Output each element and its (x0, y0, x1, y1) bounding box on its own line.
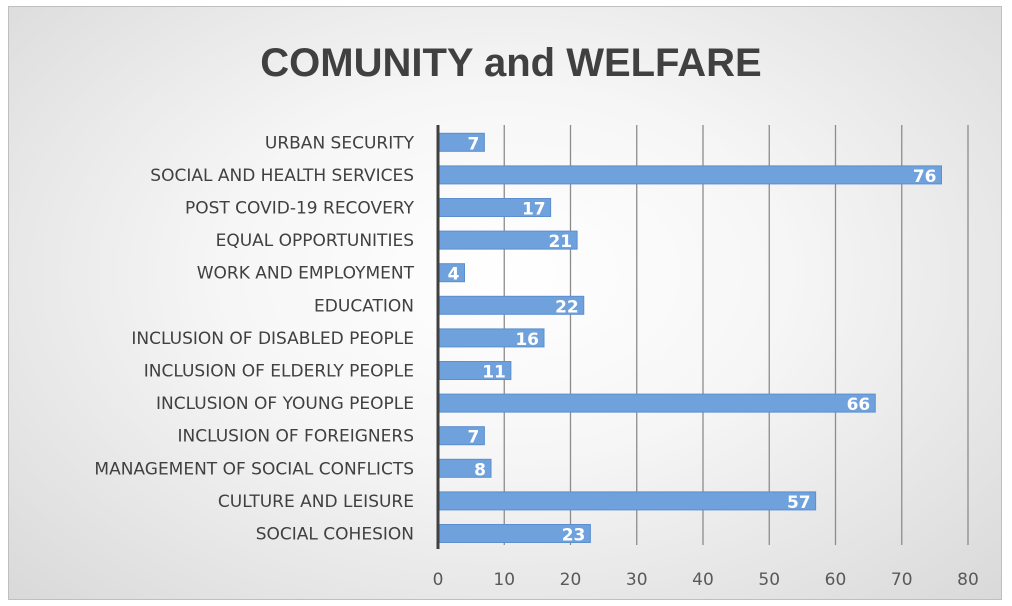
x-tick-label-10: 10 (493, 570, 515, 590)
data-label: 7 (468, 428, 480, 448)
bars (437, 132, 942, 543)
grid-lines (503, 125, 969, 545)
category-label: WORK AND EMPLOYMENT (197, 264, 415, 284)
x-tick-label-80: 80 (957, 570, 979, 590)
x-tick-labels: 0 10 20 30 40 50 60 70 80 (433, 570, 979, 590)
category-label: POST COVID-19 RECOVERY (185, 199, 415, 219)
category-label: INCLUSION OF YOUNG PEOPLE (156, 394, 414, 414)
category-label: INCLUSION OF ELDERLY PEOPLE (144, 362, 414, 382)
category-label: MANAGEMENT OF SOCIAL CONFLICTS (94, 459, 414, 479)
category-labels: URBAN SECURITY SOCIAL AND HEALTH SERVICES… (94, 133, 414, 544)
x-tick-label-30: 30 (626, 570, 648, 590)
category-label: EQUAL OPPORTUNITIES (216, 231, 414, 251)
data-label: 66 (847, 395, 871, 415)
x-tick-label-70: 70 (891, 570, 913, 590)
data-label: 21 (548, 232, 572, 252)
bar (437, 491, 817, 511)
data-label: 57 (787, 493, 811, 513)
category-label: SOCIAL AND HEALTH SERVICES (150, 166, 414, 186)
data-label: 16 (515, 330, 539, 350)
data-label: 23 (562, 526, 586, 546)
bar (437, 165, 942, 185)
category-label: INCLUSION OF FOREIGNERS (178, 427, 415, 447)
data-label: 7 (468, 134, 480, 154)
category-label: INCLUSION OF DISABLED PEOPLE (131, 329, 414, 349)
bar-chart: COMUNITY and WELFARE URBAN SECURITY SOCIA… (94, 41, 979, 590)
x-tick-label-0: 0 (433, 570, 444, 590)
x-tick-label-40: 40 (692, 570, 714, 590)
data-label: 17 (522, 200, 546, 220)
chart-title: COMUNITY and WELFARE (260, 41, 761, 85)
bar (437, 393, 876, 413)
data-label: 8 (474, 460, 486, 480)
data-label: 4 (448, 265, 460, 285)
category-label: CULTURE AND LEISURE (218, 492, 414, 512)
data-label: 22 (555, 297, 579, 317)
x-tick-label-50: 50 (758, 570, 780, 590)
category-label: URBAN SECURITY (265, 133, 415, 153)
category-label: SOCIAL COHESION (256, 525, 414, 545)
x-tick-label-60: 60 (825, 570, 847, 590)
data-label: 11 (482, 363, 506, 383)
data-label: 76 (913, 167, 937, 187)
chart-frame: COMUNITY and WELFARE URBAN SECURITY SOCIA… (8, 6, 1002, 600)
x-tick-label-20: 20 (560, 570, 582, 590)
category-label: EDUCATION (314, 296, 414, 316)
